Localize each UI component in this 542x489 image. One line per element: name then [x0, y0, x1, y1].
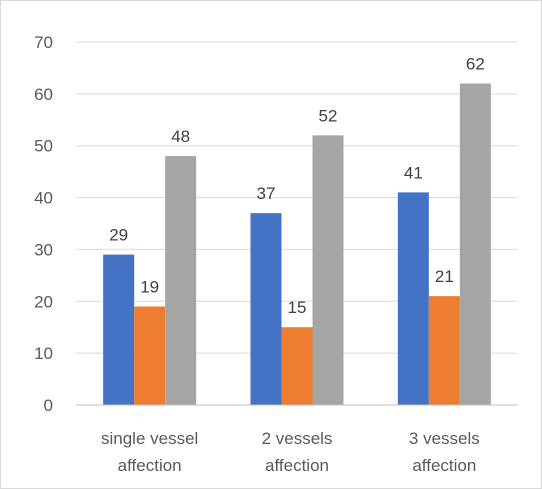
- data-label: 41: [404, 163, 423, 182]
- bar-series-1-cat-2: [250, 213, 282, 405]
- bar-series-3-cat-2: [312, 135, 344, 406]
- x-category-label: affection: [118, 456, 182, 475]
- gridlines: [76, 41, 518, 354]
- data-label: 48: [171, 127, 190, 146]
- y-axis-ticks: 0 10 20 30 40 50 60 70: [34, 33, 53, 415]
- x-category-label: 3 vessels: [409, 429, 480, 448]
- data-label: 19: [140, 277, 159, 296]
- data-label: 29: [109, 226, 128, 245]
- data-label: 21: [435, 267, 454, 286]
- bar-series-1-cat-1: [103, 254, 135, 405]
- y-tick-label: 20: [34, 292, 53, 311]
- x-category-label: single vessel: [101, 429, 198, 448]
- y-tick-label: 40: [34, 189, 53, 208]
- bars: [103, 83, 491, 406]
- data-label: 37: [257, 184, 276, 203]
- data-label: 15: [288, 298, 307, 317]
- bar-series-1-cat-3: [397, 192, 429, 405]
- bar-series-2-cat-1: [134, 306, 166, 405]
- x-axis-categories: single vessel affection 2 vessels affection…: [101, 429, 480, 475]
- bar-series-3-cat-1: [165, 156, 197, 405]
- y-tick-label: 60: [34, 85, 53, 104]
- bar-series-2-cat-3: [428, 296, 460, 405]
- y-tick-label: 70: [34, 33, 53, 52]
- bar-series-3-cat-3: [459, 83, 491, 405]
- x-category-label: 2 vessels: [262, 429, 333, 448]
- y-tick-label: 30: [34, 240, 53, 259]
- bar-series-2-cat-2: [281, 327, 313, 405]
- x-category-label: affection: [412, 456, 476, 475]
- y-tick-label: 10: [34, 344, 53, 363]
- data-label: 52: [319, 106, 338, 125]
- y-tick-label: 0: [44, 396, 53, 415]
- data-label: 62: [466, 54, 485, 73]
- data-labels: 29 19 48 37 15 52 41 21 62: [109, 54, 485, 317]
- x-category-label: affection: [265, 456, 329, 475]
- y-tick-label: 50: [34, 137, 53, 156]
